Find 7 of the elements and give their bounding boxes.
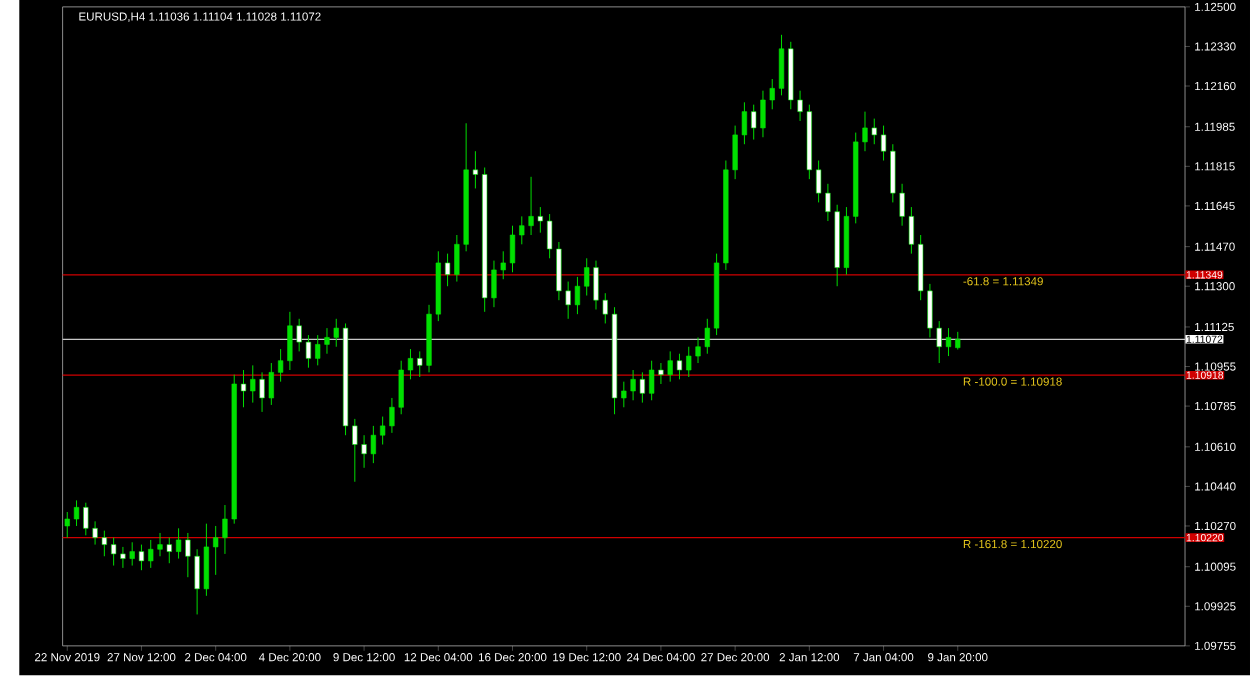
candlestick: [240, 369, 247, 409]
candlestick: [509, 225, 516, 274]
candlestick: [407, 348, 414, 381]
candlestick: [64, 511, 70, 539]
candlestick: [676, 353, 683, 381]
candlestick: [945, 327, 952, 357]
candlestick: [778, 34, 785, 97]
